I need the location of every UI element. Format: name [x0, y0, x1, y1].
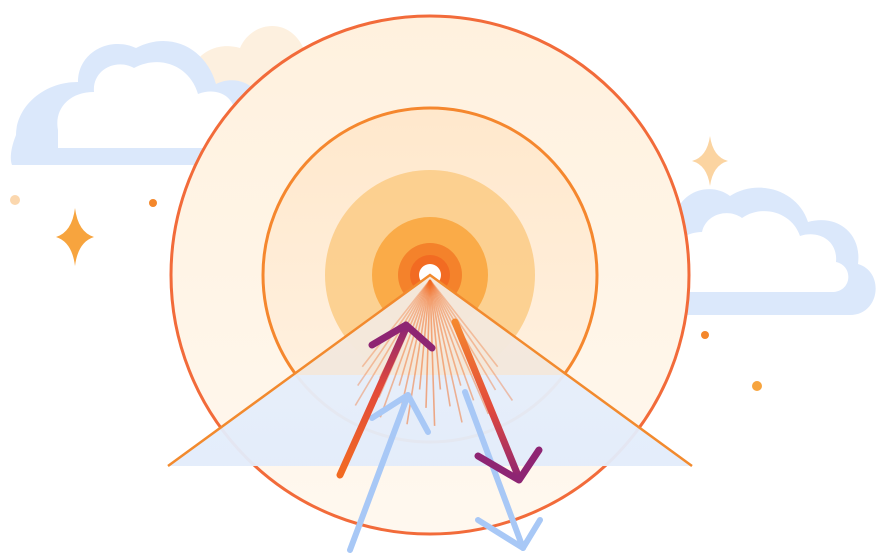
purple-up-arrow-icon	[336, 321, 436, 479]
sun-ray	[429, 279, 514, 401]
sun-ray	[429, 279, 451, 407]
blue-down-arrow-icon	[462, 389, 543, 551]
left-cloud-icon	[10, 40, 278, 165]
sun-ray	[429, 279, 436, 426]
sun-ray	[354, 279, 431, 406]
dot-orange-right	[701, 331, 709, 339]
blue-up-arrow-icon	[347, 392, 431, 553]
sun-ray	[429, 279, 490, 415]
dot-pale-left	[10, 195, 20, 205]
sun-ray	[429, 279, 463, 423]
sun-ray	[429, 279, 462, 386]
sun-ray	[401, 279, 431, 406]
dot-orange-right-lower	[752, 381, 762, 391]
sparkle-right-icon	[692, 136, 728, 186]
sun-ray	[418, 279, 431, 390]
sun-ray	[429, 279, 442, 390]
sparkle-left-icon	[56, 208, 94, 266]
sun-ray	[429, 279, 475, 401]
sun-ray	[429, 279, 499, 368]
sun-ray	[379, 279, 431, 418]
dot-orange-left	[149, 199, 157, 207]
sun-ray	[361, 279, 431, 368]
purple-down-arrow-icon	[451, 318, 543, 484]
